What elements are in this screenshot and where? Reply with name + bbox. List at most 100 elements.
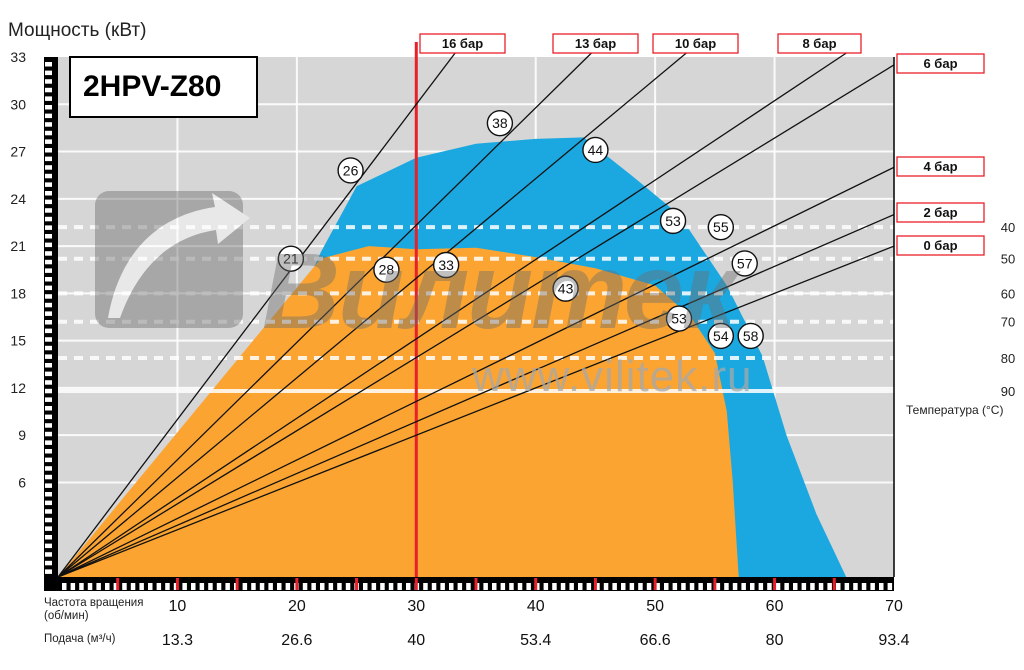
bottom-ruler-tick (758, 583, 764, 590)
pressure-label-box (896, 156, 985, 177)
bottom-ruler-tick (148, 583, 153, 590)
bottom-ruler-tick (818, 583, 824, 590)
bottom-ruler-tick (629, 583, 635, 590)
bottom-ruler-tick (664, 583, 669, 590)
bottom-ruler-red-tick (713, 578, 717, 590)
left-ruler-tick (45, 251, 52, 256)
bottom-ruler-tick (870, 583, 875, 590)
left-ruler-tick (45, 122, 52, 127)
watermark-logo-arrow (108, 193, 250, 318)
marker-circle (665, 305, 693, 332)
marker-label: 53 (671, 311, 687, 327)
left-ruler-tick (45, 70, 52, 76)
marker-label: 43 (558, 281, 574, 297)
y-tick-label: 6 (18, 474, 26, 490)
marker-label: 33 (438, 257, 454, 273)
bottom-ruler-red-tick (773, 578, 777, 590)
bottom-ruler-tick (655, 583, 660, 590)
left-ruler-tick (45, 320, 52, 325)
bottom-ruler-tick (560, 583, 566, 590)
flow-axis-caption: Подача (м³/ч) (44, 633, 116, 645)
bottom-ruler-tick (225, 583, 230, 590)
pressure-label: 13 бар (575, 36, 616, 51)
left-ruler-tick (45, 113, 52, 119)
bottom-ruler-tick (646, 583, 652, 590)
bottom-ruler-tick (208, 583, 213, 590)
bottom-ruler-tick (621, 583, 626, 590)
flow-tick-label: 80 (766, 632, 784, 649)
left-ruler-tick (45, 208, 52, 213)
bottom-ruler-tick (784, 583, 789, 590)
y-tick-label: 24 (10, 191, 26, 207)
marker-circle (707, 322, 735, 350)
marker-label: 55 (713, 219, 729, 235)
left-ruler-tick (45, 259, 52, 265)
marker-label: 58 (743, 328, 759, 344)
bottom-ruler-tick (836, 583, 841, 590)
bottom-ruler-tick (767, 583, 772, 590)
left-ruler-tick (45, 79, 52, 84)
left-ruler-tick (45, 526, 52, 531)
x-tick-label: 70 (885, 598, 903, 615)
marker-circle (707, 213, 735, 241)
bottom-ruler-tick (509, 583, 514, 590)
pressure-label: 8 бар (802, 36, 836, 51)
marker-circle (277, 245, 305, 272)
bottom-ruler-tick (612, 583, 617, 590)
x-tick-label: 50 (646, 598, 664, 615)
watermark-brand: Вилитек (262, 230, 737, 351)
bottom-ruler-tick (457, 583, 463, 590)
bottom-ruler-tick (603, 583, 609, 590)
left-ruler-tick (45, 182, 52, 187)
y-tick-label: 9 (18, 427, 26, 443)
pressure-labels: 16 бар 13 бар 10 бар 8 бар 6 бар 4 бар 2 бар 0 … (419, 33, 985, 256)
bottom-ruler-tick (199, 583, 205, 590)
bottom-ruler-red-tick (534, 578, 538, 590)
x-tick-label: 20 (288, 598, 306, 615)
bottom-ruler-tick (397, 583, 402, 590)
bottom-ruler-tick (70, 583, 76, 590)
bottom-ruler-tick (388, 583, 394, 590)
left-ruler-tick (45, 509, 52, 514)
bottom-ruler-tick (543, 583, 549, 590)
temperature-label: 80 (1001, 351, 1015, 366)
left-ruler-tick (45, 423, 52, 428)
marker-label: 57 (737, 255, 753, 271)
bottom-ruler-tick (887, 583, 893, 590)
bottom-ruler-tick (879, 583, 884, 590)
bottom-ruler-tick (672, 583, 678, 590)
bottom-ruler-red-tick (175, 578, 179, 590)
bottom-ruler-tick (216, 583, 222, 590)
left-ruler-tick (45, 302, 52, 308)
pressure-label-box (896, 202, 985, 223)
bottom-ruler-tick (431, 583, 437, 590)
left-ruler-tick (45, 165, 52, 170)
left-ruler-tick (45, 440, 52, 445)
marker-circle (731, 250, 758, 277)
marker-circle (486, 109, 514, 137)
bottom-ruler-tick (302, 583, 308, 590)
bottom-ruler-tick (689, 583, 695, 590)
marker-circle (373, 256, 400, 283)
bottom-ruler-red-tick (653, 578, 657, 590)
bottom-ruler-tick (801, 583, 807, 590)
pressure-label-box (896, 53, 985, 74)
temperature-label: 50 (1001, 252, 1015, 267)
left-ruler-tick (45, 380, 52, 385)
watermark-logo (95, 191, 250, 328)
left-ruler-tick (45, 148, 52, 153)
temperature-label: 40 (1001, 220, 1015, 235)
pressure-line (57, 64, 895, 578)
model-name: 2HPV-Z80 (83, 70, 222, 103)
bottom-ruler-tick (526, 583, 531, 590)
bottom-ruler-tick (156, 583, 162, 590)
left-ruler-tick (45, 277, 52, 282)
bottom-ruler-tick (698, 583, 703, 590)
bottom-ruler-tick (586, 583, 592, 590)
bottom-ruler-tick (741, 583, 746, 590)
marker-label: 44 (588, 142, 604, 158)
flow-tick-label: 93.4 (878, 632, 909, 649)
flow-tick-label: 13.3 (162, 632, 193, 649)
bottom-ruler-tick (182, 583, 187, 590)
left-ruler-tick (45, 406, 52, 411)
